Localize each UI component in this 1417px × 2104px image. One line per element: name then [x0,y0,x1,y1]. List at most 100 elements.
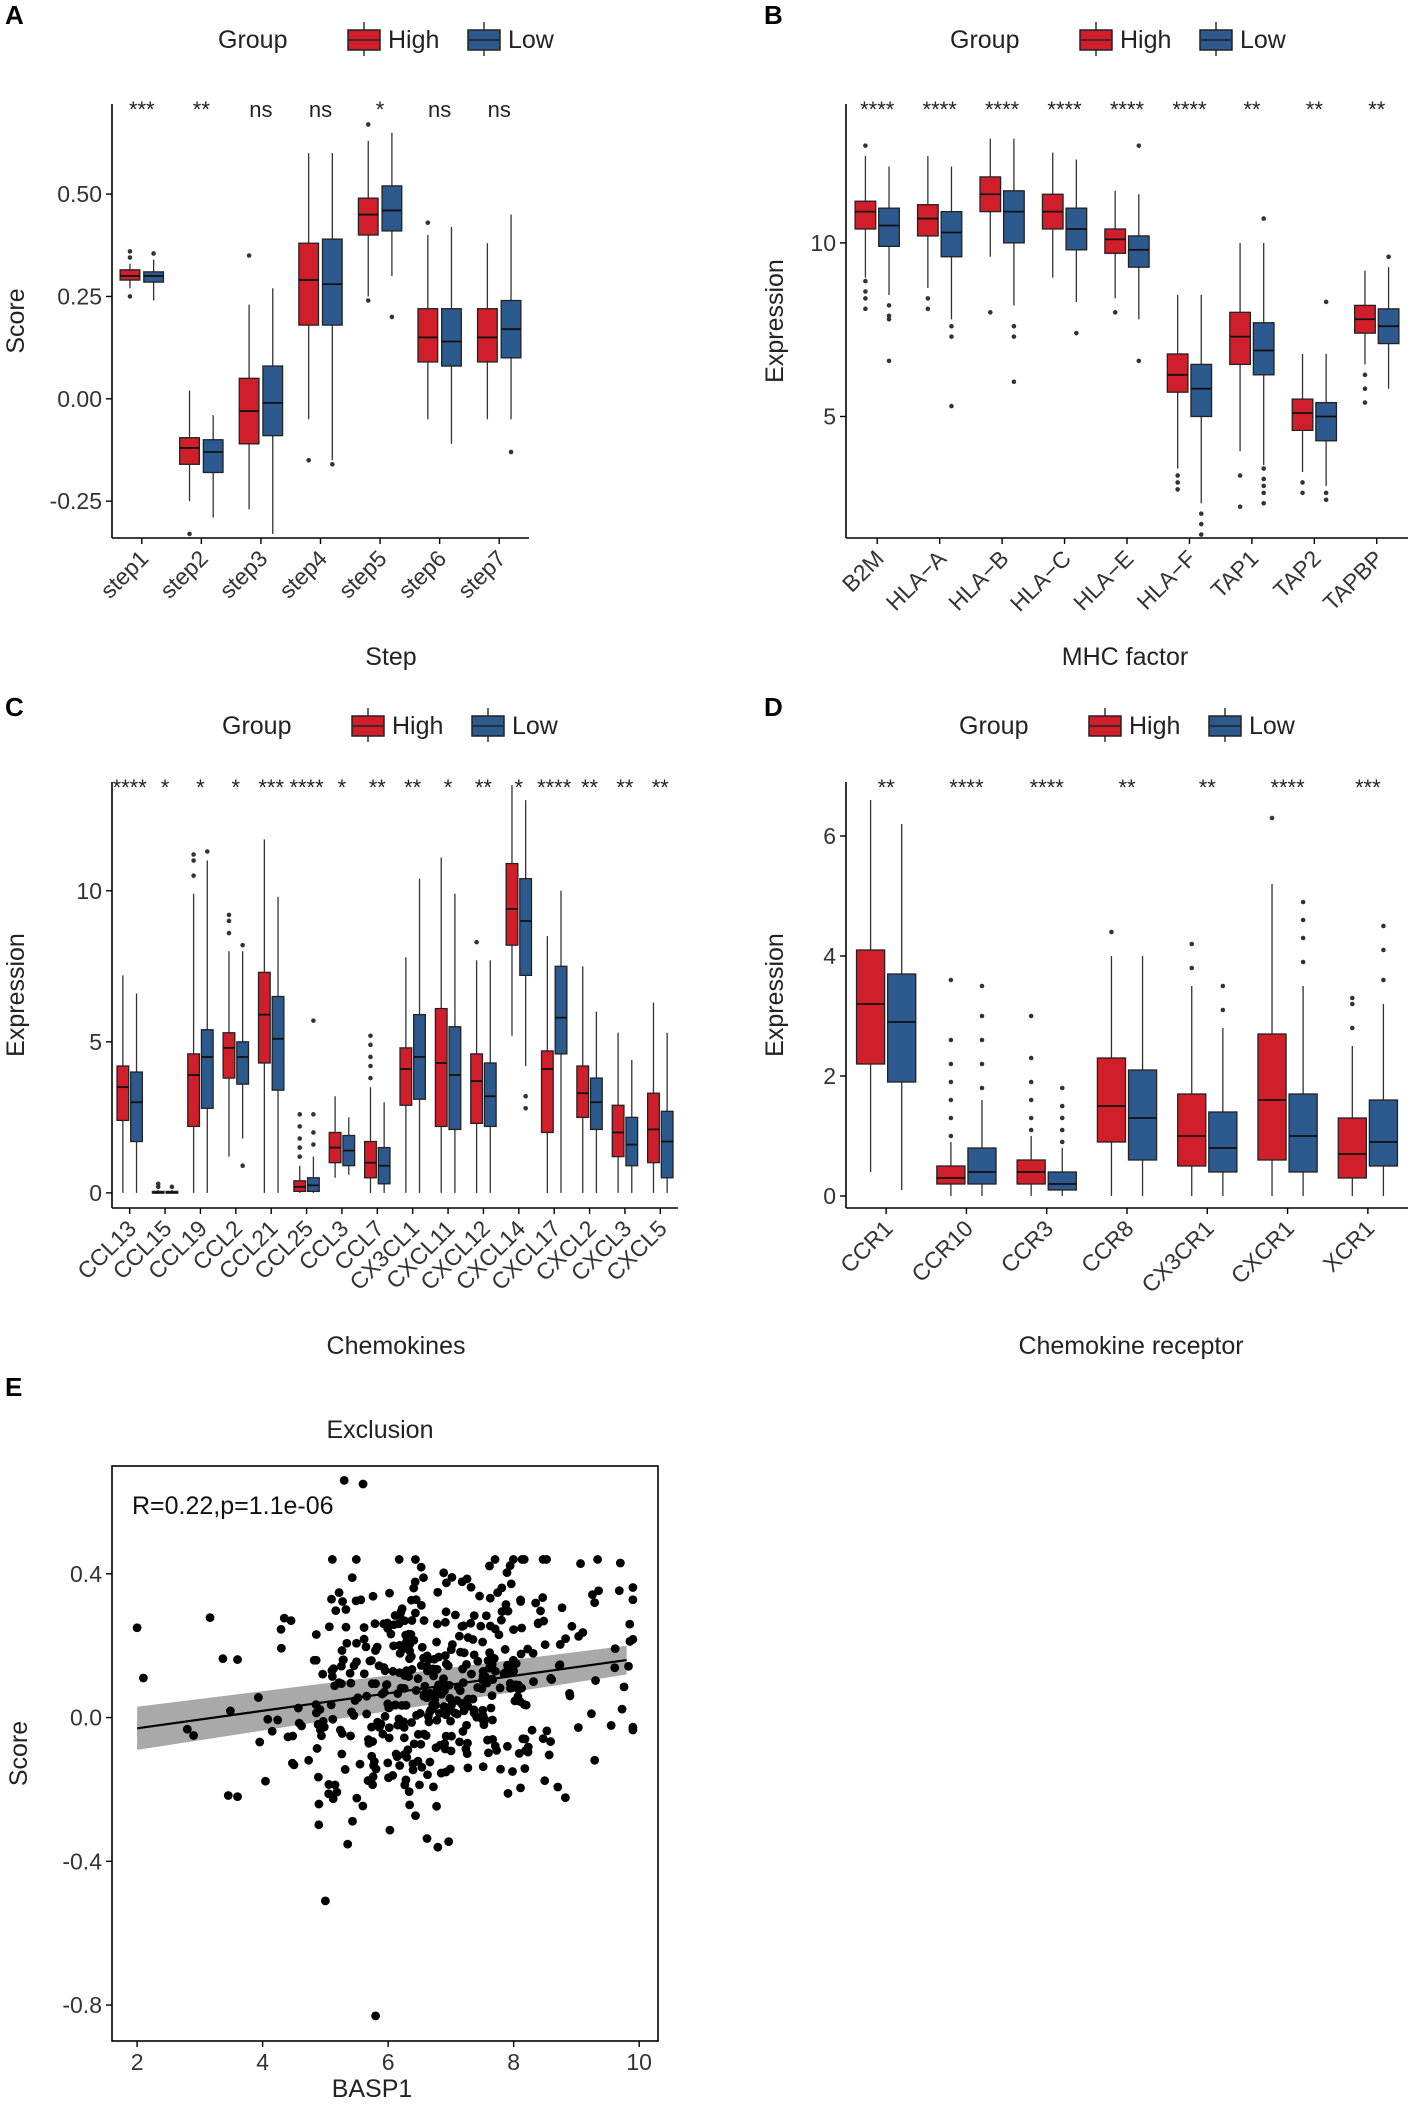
outlier-point [1362,386,1368,392]
box-low [306,1018,320,1193]
scatter-point [326,1700,336,1710]
scatter-point [553,1782,563,1792]
scatter-point [338,1597,347,1606]
scatter-point [433,1842,443,1852]
outlier-point [297,1145,303,1150]
box-high [855,800,886,1172]
box-high [417,220,439,420]
box-high [1104,190,1127,315]
legend-title: Group [218,26,287,54]
outlier-point [1112,310,1118,315]
scatter-point [459,1648,469,1658]
scatter-point [411,1811,420,1821]
scatter-point [132,1623,142,1633]
y-tick-label: 5 [823,403,836,429]
significance-label: * [376,97,385,122]
legend-label-high: High [388,26,439,54]
x-tick-label: step7 [453,545,511,603]
scatter-point [189,1731,198,1740]
panel-letter: B [764,0,783,30]
x-axis-title: MHC factor [1062,643,1188,671]
box-high [179,390,201,537]
scatter-point [417,1762,427,1772]
outlier-point [191,852,196,857]
scatter-point [320,1896,330,1906]
scatter-point [394,1714,404,1724]
scatter-point [276,1643,286,1653]
scatter-point [346,1731,355,1741]
box-low [440,226,462,444]
scatter-point [294,1718,304,1728]
x-tick-label: step5 [333,545,391,603]
scatter-point [610,1663,620,1673]
x-axis-title: BASP1 [332,2075,413,2103]
outlier-point [979,983,985,989]
scatter-point [340,1765,350,1774]
box-iqr [476,308,498,363]
scatter-point [337,1646,347,1655]
significance-label: **** [1270,775,1305,800]
scatter-point [422,1651,432,1661]
box-iqr [1315,401,1338,442]
scatter-point [565,1691,575,1701]
scatter-point [610,1644,620,1653]
box-high [936,977,966,1196]
outlier-point [886,316,892,322]
scatter-point [619,1682,629,1692]
scatter-point [384,1773,393,1783]
significance-label: ns [249,97,272,122]
box-low [500,214,522,455]
box-low [1127,143,1150,364]
y-tick-label: 6 [823,823,836,849]
scatter-point [517,1683,527,1693]
scatter-point [508,1767,517,1776]
scatter-point [383,1699,393,1709]
y-axis-title: Score [2,288,30,353]
significance-label: *** [129,97,155,122]
box-iqr [660,1110,674,1179]
scatter-point [567,1621,577,1631]
outlier-point [1300,899,1306,905]
y-tick-label: 0.00 [57,386,102,412]
box-iqr [143,271,165,283]
scatter-point [312,1744,322,1753]
significance-label: * [196,775,205,800]
scatter-point [451,1610,460,1620]
outlier-point [1189,965,1195,971]
outlier-point [311,1112,316,1117]
box-high [979,138,1002,315]
x-tick-label: TAP2 [1268,545,1326,603]
box-iqr [363,1140,377,1179]
significance-label: ** [878,775,896,800]
legend-key-low [1208,708,1242,742]
box-iqr [916,204,939,237]
outlier-point [297,1112,303,1117]
scatter-point [314,1799,324,1809]
legend-label-low: Low [512,712,559,740]
outlier-point [127,255,133,260]
outlier-point [948,1115,954,1121]
outlier-point [1350,1001,1355,1007]
scatter-point [473,1683,483,1692]
scatter-point [417,1642,427,1652]
scatter-point [279,1613,289,1623]
scatter-point [446,1746,456,1756]
legend-title: Group [222,712,291,740]
scatter-point [429,1671,438,1681]
outlier-point [1220,983,1226,989]
scatter-point [469,1611,479,1620]
scatter-point [286,1616,296,1626]
box-high [1257,815,1287,1196]
scatter-point [337,1729,347,1738]
scatter-point [432,1637,441,1647]
scatter-point [441,1659,451,1669]
scatter-point [588,1590,597,1600]
panel-letter: E [5,1372,22,1402]
scatter-point [401,1700,411,1710]
box-low [554,890,568,1193]
outlier-point [1175,487,1180,492]
x-tick-label: B2M [837,545,889,597]
box-low [625,1059,639,1193]
scatter-point [463,1763,473,1773]
scatter-point [475,1591,484,1601]
